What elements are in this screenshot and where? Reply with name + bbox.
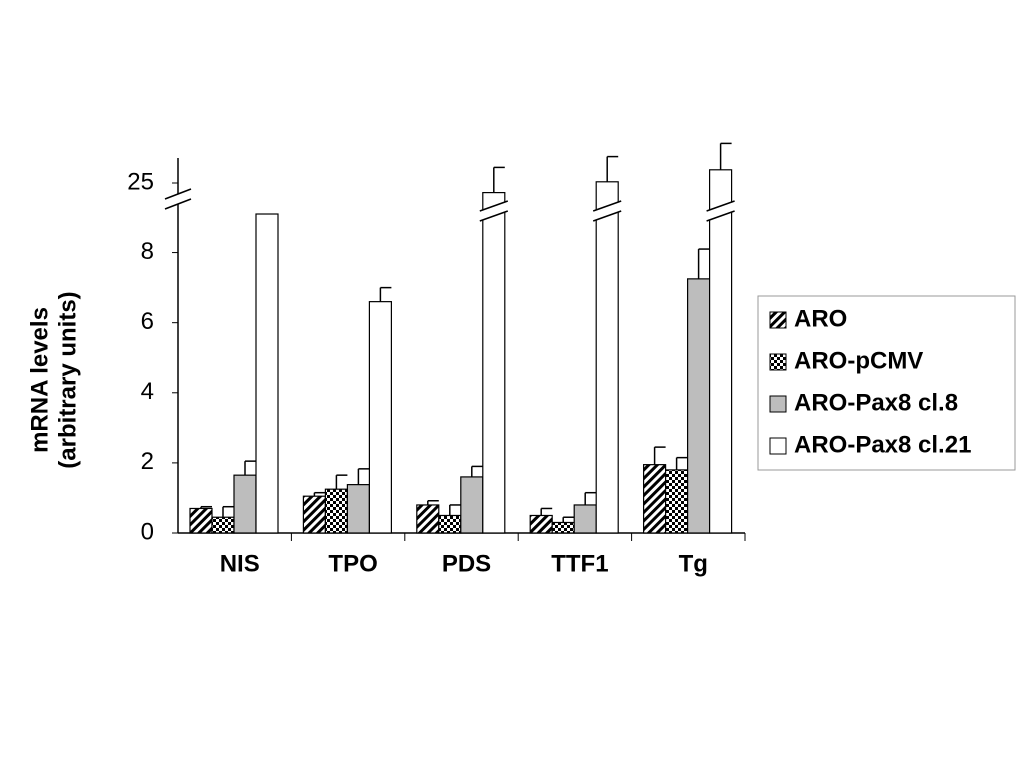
- legend-swatch: [769, 395, 787, 413]
- break-mark: [479, 200, 509, 212]
- x-tick-label: TPO: [328, 550, 377, 577]
- legend-swatch: [769, 353, 787, 371]
- bar: [255, 213, 279, 534]
- x-tick-label: NIS: [220, 550, 260, 577]
- legend-label: ARO-pCMV: [794, 347, 923, 374]
- bar: [416, 504, 440, 534]
- bar: [233, 474, 257, 534]
- break-mark: [592, 200, 622, 212]
- bar: [686, 278, 711, 534]
- bar: [573, 504, 597, 534]
- bar: [482, 192, 506, 534]
- bar: [460, 476, 484, 534]
- y-tick-label: 8: [141, 238, 154, 265]
- y-label-line: (arbitrary units): [54, 291, 81, 468]
- break-gap: [706, 201, 735, 221]
- bar: [211, 516, 235, 534]
- y-tick-label: 4: [141, 378, 154, 405]
- legend-label: ARO-Pax8 cl.21: [794, 431, 971, 458]
- y-label-line: mRNA levels: [26, 307, 53, 453]
- x-tick-label: TTF1: [551, 550, 608, 577]
- legend-swatch: [769, 311, 787, 329]
- y-tick-label: 0: [141, 518, 154, 545]
- break-gap: [593, 201, 622, 221]
- bar: [438, 514, 462, 534]
- bar: [529, 514, 553, 534]
- bar: [368, 301, 392, 534]
- legend-label: ARO: [794, 305, 847, 332]
- bar: [664, 469, 689, 534]
- x-tick-label: PDS: [442, 550, 491, 577]
- bar: [189, 507, 213, 534]
- break-mark: [706, 200, 735, 212]
- break-mark: [592, 210, 622, 222]
- x-tick-label: Tg: [679, 550, 708, 577]
- y-tick-label: 6: [141, 308, 154, 335]
- break-gap: [165, 189, 191, 209]
- y-tick-label: 25: [127, 168, 154, 195]
- break-gap: [479, 201, 508, 221]
- bar: [551, 521, 575, 534]
- break-mark: [164, 188, 192, 200]
- legend-swatch: [769, 437, 787, 455]
- bar: [324, 488, 348, 534]
- bar: [595, 181, 619, 534]
- bar: [708, 169, 733, 534]
- break-mark: [706, 210, 735, 222]
- break-mark: [479, 210, 509, 222]
- legend-label: ARO-Pax8 cl.8: [794, 389, 958, 416]
- legend-box: [757, 295, 1016, 471]
- break-mark: [164, 198, 192, 210]
- y-label: mRNA levels (arbitrary units): [26, 291, 81, 468]
- bar: [346, 484, 370, 534]
- bar: [642, 464, 667, 534]
- bar: [302, 495, 326, 534]
- y-tick-label: 2: [141, 448, 154, 475]
